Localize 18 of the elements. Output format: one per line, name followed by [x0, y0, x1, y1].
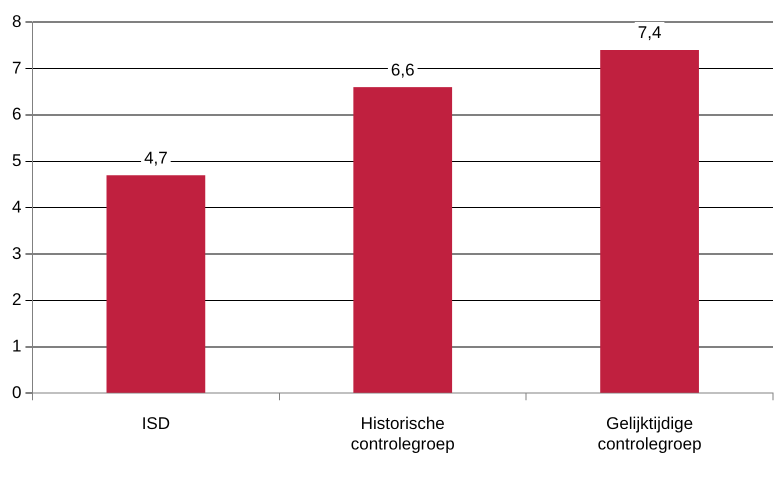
- data-label: 6,6: [390, 60, 415, 80]
- x-tick-label: Historische controlegroep: [350, 414, 455, 454]
- data-label: 4,7: [144, 148, 168, 168]
- bar: [600, 50, 699, 393]
- y-tick-label: 5: [12, 151, 22, 170]
- y-tick-label: 7: [12, 58, 22, 78]
- x-tick-label: ISD: [142, 414, 170, 434]
- bar: [106, 175, 206, 393]
- y-tick-label: 6: [12, 104, 22, 124]
- data-label: 7,4: [638, 23, 662, 42]
- y-tick-label: 8: [12, 12, 22, 31]
- y-tick-label: 2: [12, 290, 22, 310]
- y-tick-label: 3: [12, 244, 22, 263]
- y-tick-label: 4: [12, 197, 22, 216]
- y-tick-label: 1: [12, 336, 22, 356]
- x-tick-label: Gelijktijdige controlegroep: [598, 414, 702, 454]
- y-tick-label: 0: [12, 382, 22, 402]
- bar: [353, 87, 452, 393]
